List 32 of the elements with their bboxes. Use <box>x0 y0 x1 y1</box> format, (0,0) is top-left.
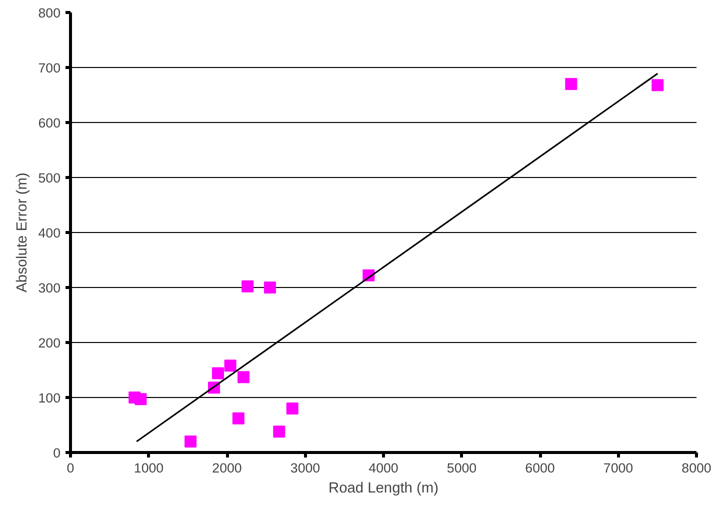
point <box>232 412 244 424</box>
y-tick-label: 100 <box>38 390 61 406</box>
y-tick-label: 400 <box>38 226 61 240</box>
y-tick-label: 800 <box>38 6 61 20</box>
point <box>242 280 254 292</box>
y-tick-label: 0 <box>53 446 61 460</box>
point <box>264 282 276 294</box>
point <box>224 360 236 372</box>
y-axis-title: Absolute Error (m) <box>14 172 30 292</box>
point <box>238 371 250 384</box>
y-tick-label: 700 <box>38 60 61 76</box>
point <box>212 367 224 380</box>
point <box>286 402 298 414</box>
x-tick-label: 2000 <box>212 460 242 476</box>
x-tick-label: 3000 <box>290 460 320 476</box>
x-tick-label: 4000 <box>368 460 398 476</box>
x-tick-label: 1000 <box>134 460 164 476</box>
point <box>184 436 197 448</box>
x-tick-label: 0 <box>66 460 74 476</box>
x-tick-label: 5000 <box>446 460 477 476</box>
x-tick-label: 6000 <box>525 460 555 476</box>
y-tick-label: 500 <box>38 170 61 186</box>
point <box>652 79 664 92</box>
point <box>134 393 147 406</box>
point <box>565 78 578 90</box>
y-tick-label: 200 <box>38 336 61 350</box>
x-tick-label: 7000 <box>603 460 634 476</box>
x-tick-label: 8000 <box>682 460 712 476</box>
y-tick-label: 300 <box>38 280 61 296</box>
point <box>273 426 286 438</box>
x-axis-title: Road Length (m) <box>328 480 438 496</box>
y-tick-label: 600 <box>38 116 61 130</box>
